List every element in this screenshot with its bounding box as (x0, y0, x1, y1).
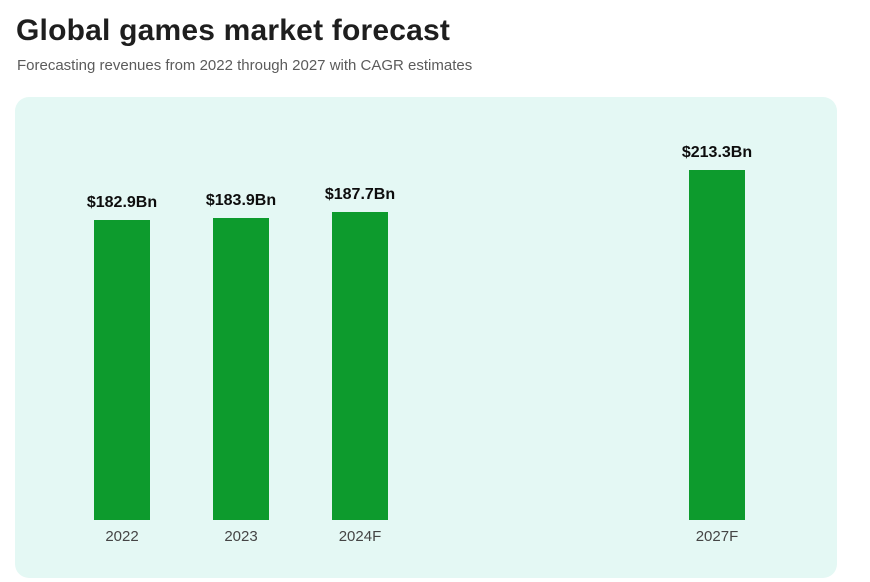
x-tick-label: 2023 (224, 528, 258, 545)
bar (213, 218, 269, 520)
x-tick-label: 2024F (338, 528, 382, 545)
chart-subtitle: Forecasting revenues from 2022 through 2… (17, 57, 473, 74)
x-tick-label: 2022 (105, 528, 139, 545)
bar-group: $213.3Bn 2027F (682, 97, 752, 545)
bar-value-label: $187.7Bn (324, 186, 396, 203)
bar (689, 170, 745, 520)
chart-title: Global games market forecast (16, 14, 451, 47)
chart-panel: $182.9Bn 2022 $183.9Bn 2023 $187.7Bn 202… (15, 97, 837, 578)
bar (332, 212, 388, 520)
x-tick-label: 2027F (695, 528, 739, 545)
bar-value-label: $182.9Bn (86, 194, 158, 211)
bar-group: $182.9Bn 2022 (87, 97, 157, 545)
bar-group: $183.9Bn 2023 (206, 97, 276, 545)
bar-value-label: $213.3Bn (681, 144, 753, 161)
bar-group: $187.7Bn 2024F (325, 97, 395, 545)
bar (94, 220, 150, 520)
bar-value-label: $183.9Bn (205, 192, 277, 209)
